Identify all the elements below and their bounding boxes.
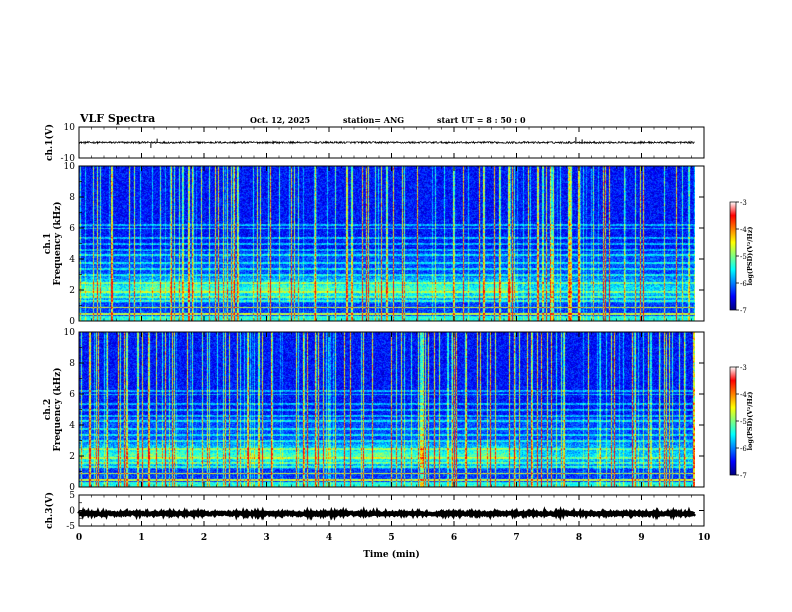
- y-tick-label: 10: [64, 328, 76, 338]
- x-tick-label: 6: [451, 533, 457, 543]
- y-tick-label: 0: [69, 483, 75, 493]
- colorbar-tick-label: -3: [740, 199, 747, 207]
- x-tick-label: 10: [698, 533, 711, 543]
- y-tick-label: 5: [69, 491, 75, 501]
- station-label: station= ANG: [343, 115, 405, 125]
- y-tick-label: 8: [69, 193, 75, 203]
- colorbar-tick-label: -5: [740, 253, 747, 261]
- date-label: Oct. 12, 2025: [250, 115, 311, 125]
- y-axis-label: Frequency (kHz): [52, 201, 63, 285]
- colorbar-tick-label: -6: [740, 280, 747, 288]
- waveform-trace: [79, 140, 695, 145]
- y-tick-label: 6: [69, 224, 75, 234]
- y-tick-label: 6: [69, 390, 75, 400]
- x-tick-label: 8: [576, 533, 582, 543]
- x-tick-label: 2: [201, 533, 207, 543]
- x-tick-label: 7: [513, 533, 519, 543]
- x-tick-label: 1: [138, 533, 144, 543]
- colorbar-tick-label: -7: [740, 472, 747, 480]
- y-tick-label: -10: [61, 154, 76, 164]
- start-time-label: start UT = 8 : 50 : 0: [437, 115, 526, 125]
- y-tick-label: 10: [64, 162, 76, 172]
- chart-title: VLF Spectra: [80, 112, 156, 125]
- y-axis-label: Frequency (kHz): [52, 367, 63, 451]
- colorbar-tick-label: -3: [740, 364, 747, 372]
- y-tick-label: 10: [64, 123, 76, 133]
- y-tick-label: 4: [69, 255, 75, 265]
- y-tick-label: 0: [69, 317, 75, 327]
- y-tick-label: 0: [69, 507, 75, 517]
- colorbar-tick-label: -7: [740, 307, 747, 315]
- y-axis-label: ch.1: [43, 233, 53, 254]
- x-axis-label: Time (min): [363, 549, 420, 560]
- y-axis-label: ch.3(V): [44, 492, 55, 529]
- colorbar: [729, 201, 737, 311]
- x-tick-label: 4: [326, 533, 332, 543]
- colorbar-tick-label: -5: [740, 418, 747, 426]
- spectrogram-image: [79, 332, 695, 487]
- colorbar: [729, 366, 737, 476]
- colorbar-label: log(PSD)(V²/Hz): [746, 392, 754, 451]
- colorbar-tick-label: -4: [740, 226, 747, 234]
- y-tick-label: 4: [69, 421, 75, 431]
- waveform-trace: [77, 506, 697, 522]
- y-tick-label: 2: [69, 286, 75, 296]
- y-axis-label: ch.1(V): [44, 124, 55, 161]
- x-tick-label: 9: [638, 533, 644, 543]
- y-tick-label: -5: [66, 522, 75, 532]
- x-tick-label: 3: [263, 533, 269, 543]
- spectrogram-image: [79, 166, 695, 321]
- y-tick-label: 2: [69, 452, 75, 462]
- colorbar-tick-label: -6: [740, 445, 747, 453]
- colorbar-tick-label: -4: [740, 391, 747, 399]
- x-tick-label: 5: [388, 533, 394, 543]
- y-axis-label: ch.2: [43, 399, 53, 420]
- y-tick-label: 8: [69, 359, 75, 369]
- x-tick-label: 0: [76, 533, 82, 543]
- colorbar-label: log(PSD)(V²/Hz): [746, 227, 754, 286]
